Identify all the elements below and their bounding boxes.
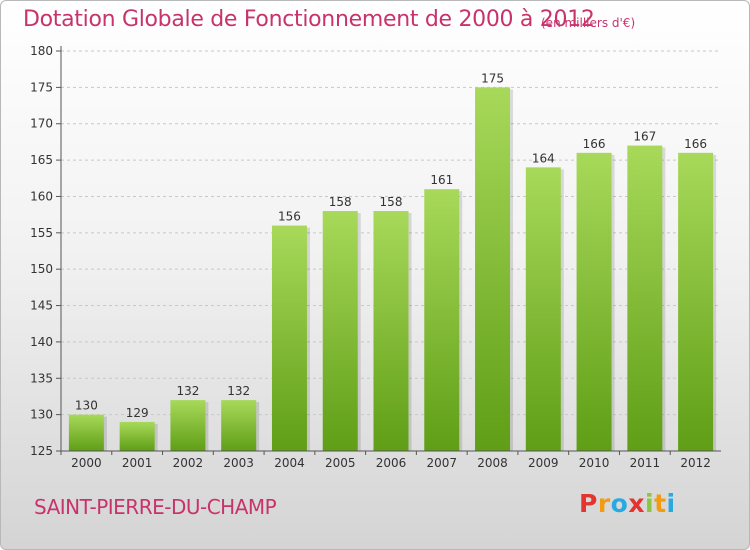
bar (576, 152, 612, 451)
town-name: SAINT-PIERRE-DU-CHAMP (34, 495, 277, 519)
bars (68, 87, 717, 451)
logo-letter: x (628, 489, 645, 518)
y-tick-label: 125 (30, 444, 53, 458)
proxiti-logo: Proxiti (579, 489, 676, 518)
x-tick-label: 2011 (630, 456, 661, 470)
unit-note: (en milliers d'€) (541, 16, 636, 30)
data-label: 164 (532, 151, 555, 165)
bar (271, 225, 307, 451)
data-label: 129 (126, 406, 149, 420)
x-tick-label: 2006 (376, 456, 407, 470)
logo-letter: r (597, 489, 611, 518)
y-tick-label: 180 (30, 44, 53, 58)
bar (68, 414, 104, 451)
chart-title: Dotation Globale de Fonctionnement de 20… (23, 7, 595, 32)
logo-letter: t (654, 489, 667, 518)
y-tick-label: 155 (30, 226, 53, 240)
logo-letter: P (579, 489, 598, 518)
x-tick-label: 2001 (122, 456, 153, 470)
y-tick-label: 135 (30, 371, 53, 385)
y-tick-label: 130 (30, 408, 53, 422)
bar (119, 421, 155, 451)
bar (627, 145, 663, 451)
y-tick-label: 165 (30, 153, 53, 167)
x-tick-label: 2012 (680, 456, 711, 470)
logo-letter: i (666, 489, 676, 518)
x-tick-label: 2007 (426, 456, 457, 470)
data-label: 166 (583, 137, 606, 151)
axes (56, 46, 721, 455)
bar (525, 167, 561, 451)
x-tick-label: 2005 (325, 456, 356, 470)
bar (170, 400, 206, 451)
x-tick-label: 2009 (528, 456, 559, 470)
logo-letter: o (610, 489, 629, 518)
data-label: 132 (176, 384, 199, 398)
x-tick-label: 2003 (223, 456, 254, 470)
bar (678, 152, 714, 451)
y-tick-label: 160 (30, 189, 53, 203)
y-tick-label: 150 (30, 262, 53, 276)
bar (322, 211, 358, 451)
data-label: 158 (329, 195, 352, 209)
y-tick-label: 145 (30, 299, 53, 313)
x-tick-label: 2010 (579, 456, 610, 470)
labels: 125 130 135 140 145 150 155 160 165 170 175 180 130 2… (30, 44, 711, 470)
data-label: 167 (633, 130, 656, 144)
bar (424, 189, 460, 451)
x-tick-label: 2004 (274, 456, 305, 470)
logo-letter: i (645, 489, 655, 518)
x-tick-label: 2002 (173, 456, 204, 470)
y-tick-label: 175 (30, 80, 53, 94)
data-label: 130 (75, 399, 98, 413)
data-label: 161 (430, 173, 453, 187)
y-tick-label: 170 (30, 117, 53, 131)
bar (475, 87, 511, 451)
bar (221, 400, 257, 451)
x-tick-label: 2000 (71, 456, 102, 470)
data-label: 156 (278, 210, 301, 224)
data-label: 158 (380, 195, 403, 209)
bar (373, 211, 409, 451)
y-tick-label: 140 (30, 335, 53, 349)
data-label: 132 (227, 384, 250, 398)
x-tick-label: 2008 (477, 456, 508, 470)
data-label: 166 (684, 137, 707, 151)
data-label: 175 (481, 71, 504, 85)
